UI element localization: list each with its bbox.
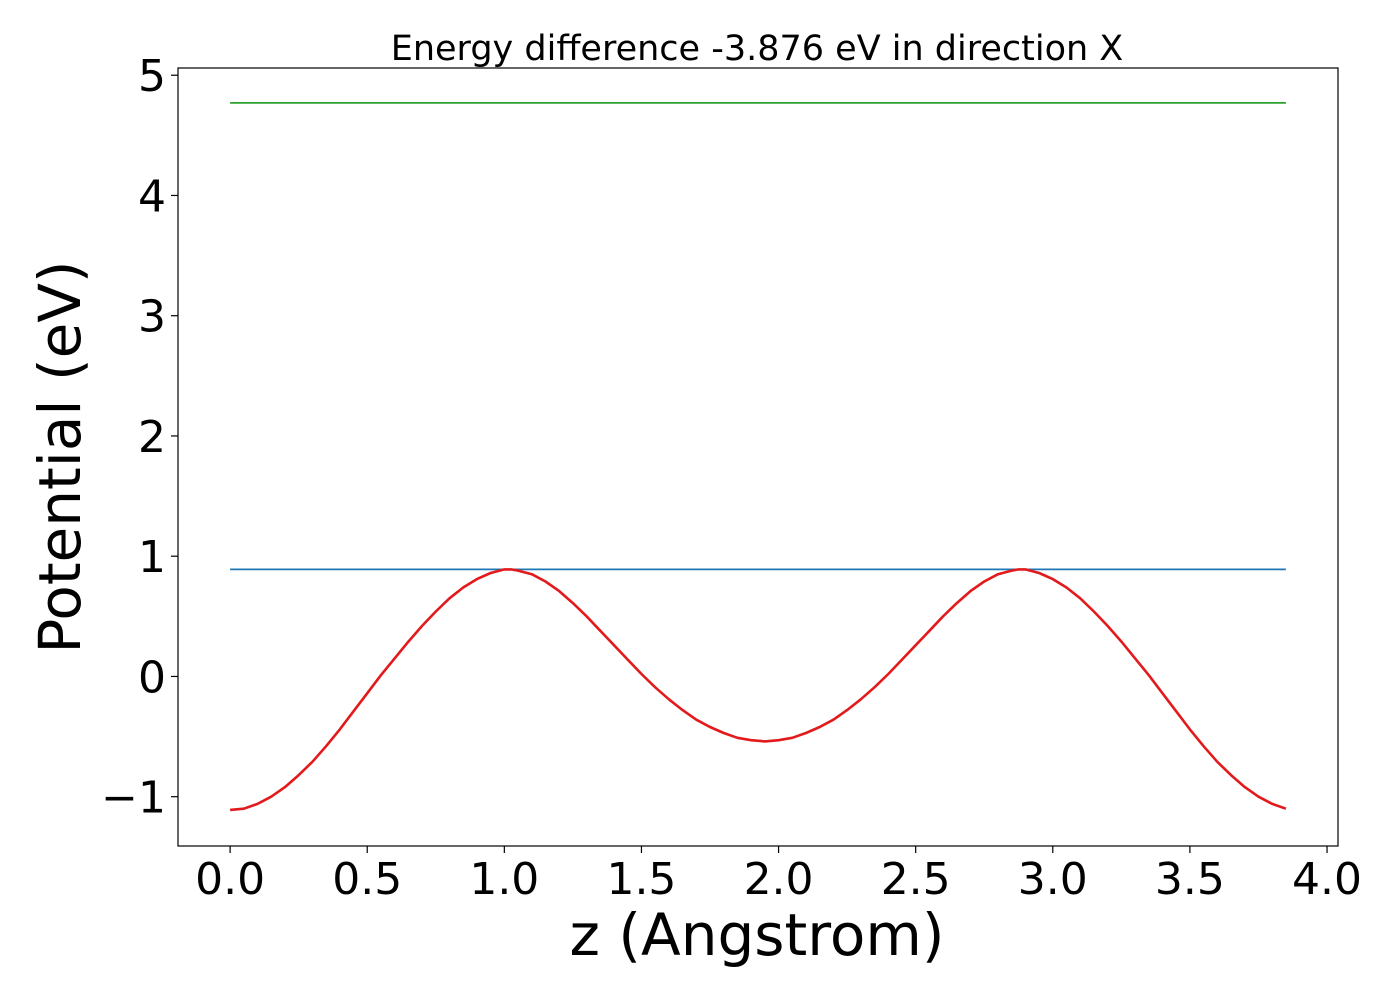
y-tick-label: 1 xyxy=(138,532,166,583)
y-axis-ticks: −1 0 1 2 3 4 5 xyxy=(101,51,178,824)
y-tick-label: 2 xyxy=(138,412,166,463)
x-tick-label: 1.0 xyxy=(469,854,539,905)
plot-lines xyxy=(229,102,1287,812)
x-tick-label: 4.0 xyxy=(1292,854,1362,905)
chart-title: Energy difference -3.876 eV in direction… xyxy=(391,29,1124,69)
y-tick-label: 3 xyxy=(138,292,166,343)
x-tick-label: 1.5 xyxy=(606,854,676,905)
x-tick-label: 0.0 xyxy=(195,854,265,905)
x-tick-label: 2.0 xyxy=(744,854,814,905)
x-axis-ticks: 0.0 0.5 1.0 1.5 2.0 2.5 3.0 3.5 4.0 xyxy=(195,846,1362,905)
series-line-2 xyxy=(229,568,1287,812)
x-axis-label: z (Angstrom) xyxy=(570,901,945,969)
y-tick-label: 5 xyxy=(138,51,166,102)
plot-frame xyxy=(177,67,1339,847)
x-tick-label: 0.5 xyxy=(332,854,402,905)
x-tick-label: 3.0 xyxy=(1018,854,1088,905)
x-tick-label: 3.5 xyxy=(1155,854,1225,905)
y-tick-label: 0 xyxy=(138,652,166,703)
y-tick-label: −1 xyxy=(101,773,166,824)
x-tick-label: 2.5 xyxy=(881,854,951,905)
y-tick-label: 4 xyxy=(138,171,166,222)
y-axis-label: Potential (eV) xyxy=(26,260,94,653)
